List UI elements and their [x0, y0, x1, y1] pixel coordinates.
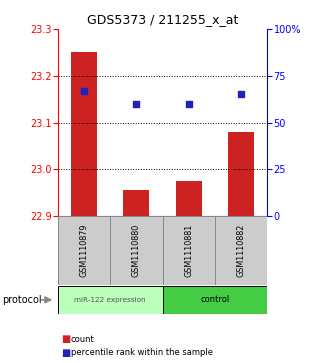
Text: miR-122 expression: miR-122 expression: [74, 297, 146, 303]
Bar: [215, 216, 267, 285]
Text: ■: ■: [61, 334, 70, 344]
Bar: [123, 190, 149, 216]
Bar: [228, 132, 254, 216]
Bar: [58, 286, 162, 314]
Point: [239, 91, 244, 97]
Point: [81, 88, 86, 94]
Bar: [162, 286, 267, 314]
Text: ■: ■: [61, 348, 70, 358]
Text: protocol: protocol: [2, 295, 41, 305]
Text: percentile rank within the sample: percentile rank within the sample: [71, 348, 213, 357]
Bar: [58, 216, 110, 285]
Title: GDS5373 / 211255_x_at: GDS5373 / 211255_x_at: [87, 13, 238, 26]
Point: [134, 101, 139, 107]
Bar: [71, 52, 97, 216]
Point: [186, 101, 191, 107]
Bar: [162, 216, 215, 285]
Text: GSM1110879: GSM1110879: [80, 224, 88, 277]
Text: control: control: [200, 295, 230, 304]
Text: GSM1110881: GSM1110881: [184, 224, 193, 277]
Text: GSM1110882: GSM1110882: [237, 224, 246, 277]
Bar: [176, 181, 202, 216]
Text: GSM1110880: GSM1110880: [132, 224, 141, 277]
Text: count: count: [71, 335, 95, 344]
Bar: [110, 216, 162, 285]
